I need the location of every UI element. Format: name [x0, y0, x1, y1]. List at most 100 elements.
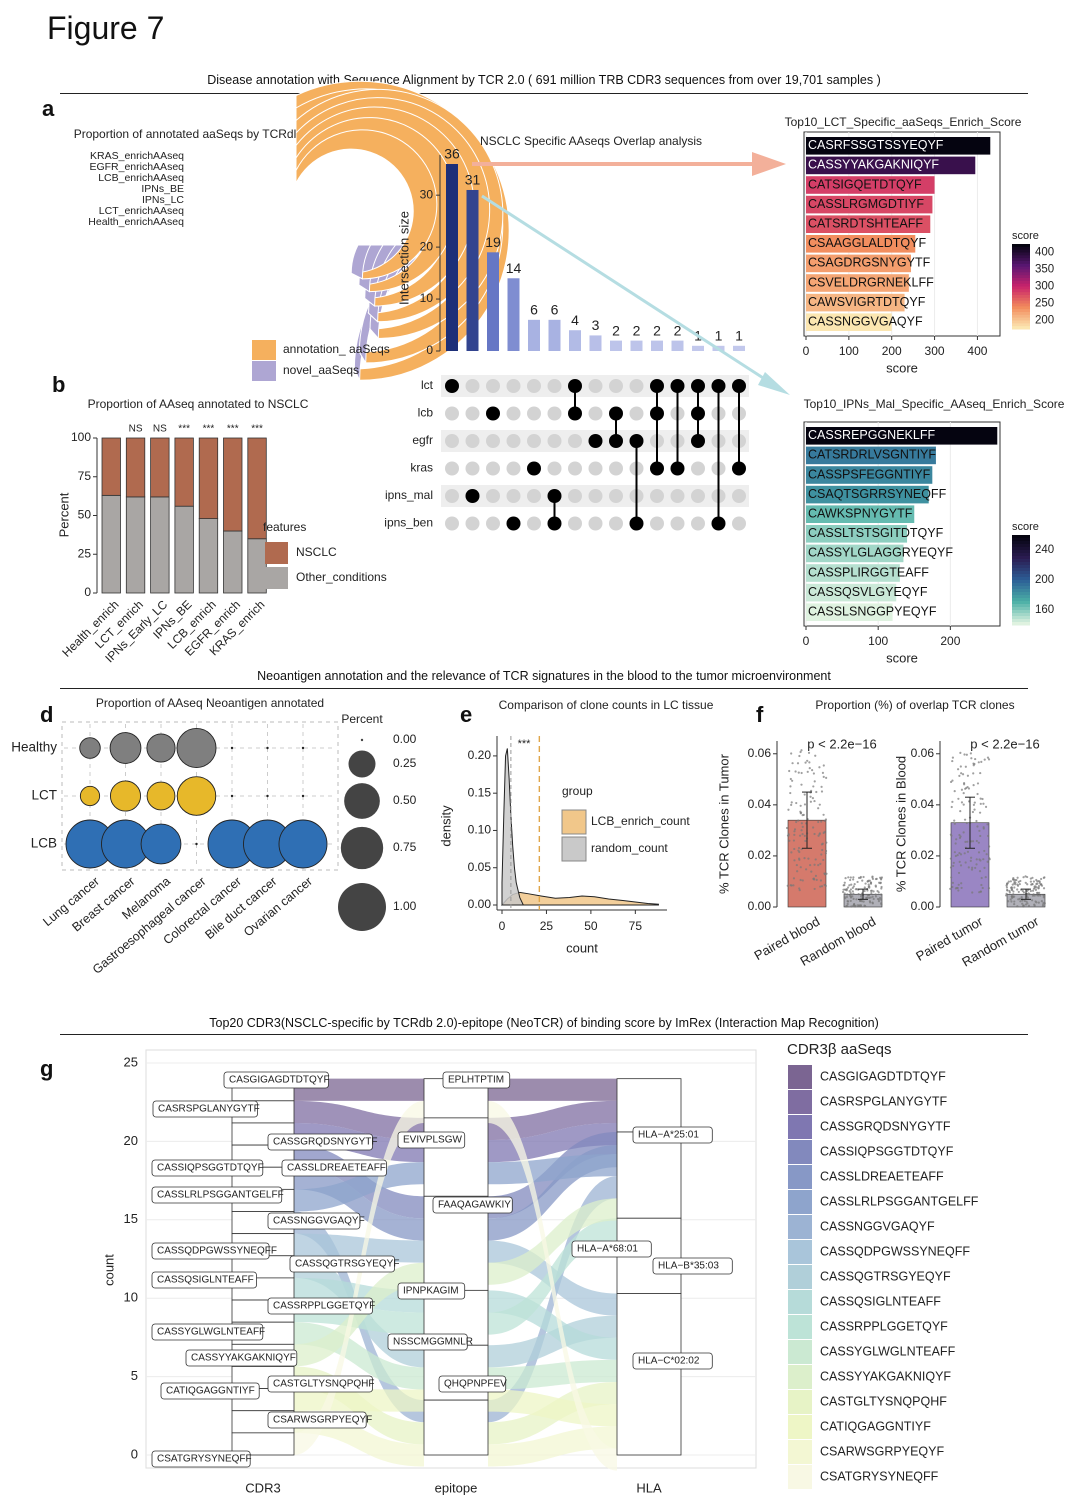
legend-swatch — [561, 836, 587, 862]
chart-b-title: Proportion of AAseq annotated to NSCLC — [88, 397, 309, 411]
upset-count-label: 36 — [444, 146, 460, 162]
jitter-point — [1033, 904, 1036, 907]
matrix-dot — [486, 434, 500, 448]
matrix-dot — [650, 516, 664, 531]
jitter-point — [950, 834, 953, 837]
jitter-point — [849, 899, 852, 903]
jitter-point — [965, 753, 968, 756]
legend-label: 0.50 — [393, 793, 417, 807]
jitter-point — [849, 876, 852, 879]
jitter-point — [1019, 879, 1022, 883]
jitter-point — [958, 774, 961, 777]
jitter-point — [1016, 888, 1019, 891]
matrix-dot — [465, 489, 480, 503]
neoantigen-dot — [266, 794, 269, 798]
legend-swatch — [788, 1140, 812, 1164]
label-box — [151, 1450, 251, 1468]
sequence-label: CASSLRGMGDTIYF — [808, 197, 924, 211]
jitter-point — [980, 760, 983, 763]
jitter-point — [856, 880, 859, 884]
jitter-point — [954, 854, 957, 858]
sequence-label: CSAAGGLALDTQYF — [808, 236, 926, 250]
jitter-point — [803, 834, 806, 837]
alluvial-flow — [294, 1277, 424, 1313]
jitter-point — [844, 905, 848, 908]
radial-category-label: KRAS_enrichAAseq — [90, 150, 184, 162]
upset-count-label: 2 — [674, 322, 682, 338]
epitope-label: NSSCMGGMNLR — [393, 1337, 473, 1348]
jitter-point — [822, 813, 825, 816]
jitter-point — [789, 777, 792, 781]
legend-swatch-novel — [252, 361, 276, 381]
legend-dot — [360, 738, 364, 742]
label-box — [652, 1257, 733, 1275]
jitter-point — [790, 801, 793, 804]
neoantigen-dot — [230, 746, 234, 750]
jitter-point — [877, 891, 880, 894]
jitter-point — [1027, 904, 1031, 907]
cdr3-label: CASGIGAGDTDTQYF — [229, 1075, 330, 1086]
stratum-epitope — [423, 1117, 489, 1197]
jitter-point — [949, 887, 952, 890]
legend-tick-label: 250 — [1035, 298, 1054, 310]
label-box — [289, 1255, 395, 1273]
jitter-point — [819, 862, 822, 866]
jitter-point — [821, 848, 824, 852]
jitter-point — [1037, 885, 1041, 888]
legend-gradient-cell — [1012, 598, 1030, 602]
jitter-point — [1005, 884, 1008, 887]
legend-swatch — [788, 1315, 812, 1339]
jitter-point — [958, 860, 961, 863]
color-legend — [1012, 244, 1030, 330]
jitter-point — [970, 757, 973, 760]
matrix-dot — [670, 516, 685, 531]
legend-label: CASSLDREAETEAFF — [820, 1169, 944, 1183]
arrowhead-ipns — [758, 372, 790, 395]
legend-gradient-cell — [1012, 272, 1030, 276]
y-tick-label: 100 — [71, 430, 91, 444]
y-axis-label: % TCR Clones in Tumor — [716, 753, 731, 894]
jitter-point — [949, 780, 953, 784]
jitter-point — [844, 897, 847, 900]
jitter-point — [979, 834, 982, 838]
sequence-label: CASSYYAKGAKNIQYF — [808, 158, 939, 172]
side-chart-title: Top10_LCT_Specific_aaSeqs_Enrich_Score — [785, 115, 1022, 129]
legend-gradient-cell — [1012, 263, 1030, 268]
legend-label: CSATGRYSYNEQFF — [820, 1469, 939, 1483]
neoantigen-dot — [146, 781, 176, 811]
score-bar — [806, 293, 905, 312]
sequence-label: CAWSVIGRTDTQYF — [808, 295, 926, 309]
x-axis-label: epitope — [435, 1480, 478, 1495]
legend-swatch — [788, 1390, 812, 1414]
jitter-point — [871, 895, 874, 898]
label-box — [267, 1212, 361, 1230]
jitter-point — [981, 797, 984, 801]
upset-count-label: 1 — [715, 328, 723, 344]
label-box — [151, 1186, 283, 1204]
legend-gradient-cell — [1012, 565, 1030, 569]
jitter-point — [822, 858, 825, 862]
legend-gradient-cell — [1012, 538, 1030, 542]
jitter-point — [1043, 876, 1046, 879]
jitter-point — [800, 771, 803, 775]
jitter-point — [1010, 900, 1013, 903]
cdr3-label: CASSLDREAETEAFF — [287, 1163, 386, 1174]
y-axis-label: % TCR Clones in Blood — [893, 756, 908, 892]
jitter-point — [954, 842, 957, 845]
jitter-point — [951, 800, 954, 803]
jitter-point — [961, 773, 965, 776]
jitter-point — [820, 853, 823, 856]
arrow-to-ipns — [481, 194, 775, 387]
neoantigen-dot — [79, 737, 101, 759]
legend-swatch — [788, 1465, 812, 1489]
jitter-point — [857, 893, 860, 896]
significance-label: *** — [518, 738, 532, 750]
matrix-dot — [568, 434, 582, 448]
jitter-point — [811, 797, 815, 800]
jitter-point — [846, 886, 850, 889]
jitter-point — [797, 846, 801, 850]
jitter-point — [819, 885, 822, 888]
legend-gradient-cell — [1012, 589, 1030, 593]
jitter-point — [959, 864, 963, 867]
legend-gradient-cell — [1012, 556, 1030, 560]
